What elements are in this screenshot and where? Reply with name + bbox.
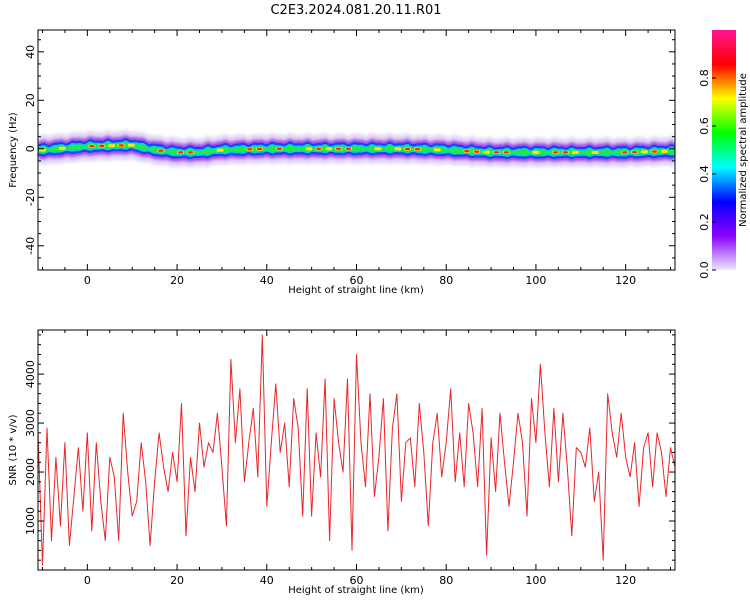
colorbar-tick-label: 0.2: [698, 213, 711, 231]
spectrogram-peak-yellow: [591, 150, 599, 154]
spectrogram-ticks: 0 20 40 60 80 100 120 -40 -20 0 20 40: [24, 30, 675, 287]
snr-x-axis-label: Height of straight line (km): [288, 585, 424, 596]
colorbar-label: Normalized spectral amplitude: [738, 73, 749, 227]
spectrogram-peak-yellow: [433, 148, 441, 152]
spectrogram-peak-yellow: [641, 150, 648, 154]
x-tick-label: 60: [350, 574, 364, 587]
y-tick-label: 40: [24, 45, 37, 59]
x-tick-label: 120: [615, 274, 636, 287]
spectrogram-peak-red: [276, 147, 282, 150]
x-tick-label: 0: [84, 574, 91, 587]
colorbar-tick-label: 0.8: [698, 69, 711, 87]
y-tick-label: 1000: [24, 507, 37, 535]
colorbar: 0.0 0.2 0.4 0.6 0.8 Normalized spectral ampl…: [698, 30, 749, 279]
spectrogram-y-axis-label: Frequency (Hz): [8, 112, 19, 188]
x-tick-label: 80: [439, 574, 453, 587]
spectrogram-peak-red: [336, 147, 342, 150]
colorbar-ticks: 0.0 0.2 0.4 0.6 0.8: [698, 69, 716, 279]
x-tick-label: 80: [439, 274, 453, 287]
colorbar-tick-label: 0.4: [698, 165, 711, 183]
spectrogram-peak-red: [493, 151, 500, 154]
spectrogram-peak-yellow: [216, 148, 224, 152]
spectrogram-peak-yellow: [483, 150, 491, 154]
spectrogram-peak-red: [562, 151, 569, 154]
snr-series-line: [38, 334, 675, 566]
spectrogram-peak-yellow: [571, 150, 579, 154]
spectrogram-peak-yellow: [532, 150, 540, 154]
spectrogram-peak-red: [89, 145, 95, 148]
spectrogram-peak-red: [118, 144, 124, 147]
x-tick-label: 100: [525, 574, 546, 587]
spectrogram-peak-red: [651, 150, 657, 153]
spectrogram-peak-yellow: [108, 144, 116, 148]
spectrogram-peak-yellow: [394, 147, 402, 151]
x-tick-label: 100: [525, 274, 546, 287]
spectrogram-peak-red: [257, 147, 263, 151]
spectrogram-panel: 0 20 40 60 80 100 120 -40 -20 0 20 40 Height of str…: [8, 29, 676, 296]
x-tick-label: 40: [260, 574, 274, 587]
spectrogram-peak-red: [187, 151, 194, 154]
y-tick-label: 0: [24, 145, 37, 152]
spectrogram-peak-red: [503, 151, 509, 154]
y-tick-label: -40: [24, 237, 37, 255]
colorbar-tick-label: 0.6: [698, 117, 711, 135]
y-tick-label: 3000: [24, 409, 37, 437]
spectrogram-peak-red: [474, 150, 480, 153]
snr-y-axis-label: SNR (10 * v/v): [8, 414, 19, 485]
x-tick-label: 20: [170, 574, 184, 587]
spectrogram-peak-red: [247, 148, 253, 151]
y-tick-label: 2000: [24, 458, 37, 486]
snr-ticks: 0 20 40 60 80 100 120 1000 2000 3000 4000: [24, 330, 675, 587]
spectrogram-image: [38, 129, 675, 168]
spectrogram-peak-yellow: [325, 147, 333, 151]
y-tick-label: 20: [24, 93, 37, 107]
spectrogram-peak-yellow: [660, 149, 668, 153]
x-tick-label: 0: [84, 274, 91, 287]
spectrogram-peak-red: [414, 148, 421, 151]
spectrogram-peak-red: [622, 151, 628, 154]
spectrogram-peak-yellow: [58, 146, 66, 150]
spectrogram-peak-red: [464, 150, 470, 153]
y-tick-label: 4000: [24, 360, 37, 388]
spectrogram-peak-red: [178, 151, 184, 154]
spectrogram-peak-red: [632, 151, 638, 154]
spectrogram-peak-yellow: [127, 143, 135, 147]
x-tick-label: 60: [350, 274, 364, 287]
spectrogram-peak-red: [553, 151, 559, 154]
spectrogram-band-green: [38, 142, 675, 156]
x-tick-label: 120: [615, 574, 636, 587]
spectrogram-peak-red: [316, 147, 322, 150]
x-tick-label: 20: [170, 274, 184, 287]
snr-panel: 0 20 40 60 80 100 120 1000 2000 3000 4000 Height o…: [8, 329, 676, 596]
spectrogram-peak-red: [99, 144, 105, 148]
spectrogram-peak-red: [405, 147, 411, 151]
spectrogram-peak-yellow: [374, 147, 382, 151]
colorbar-tick-label: 0.0: [698, 261, 711, 279]
y-tick-label: -20: [24, 188, 37, 206]
page-title: C2E3.2024.081.20.11.R01: [270, 3, 441, 18]
spectrogram-peak-red: [158, 149, 164, 152]
spectrogram-peak-red: [345, 147, 351, 150]
spectrogram-peak-yellow: [305, 147, 313, 151]
x-tick-label: 40: [260, 274, 274, 287]
colorbar-gradient: [712, 30, 736, 270]
spectrogram-x-axis-label: Height of straight line (km): [288, 285, 424, 296]
